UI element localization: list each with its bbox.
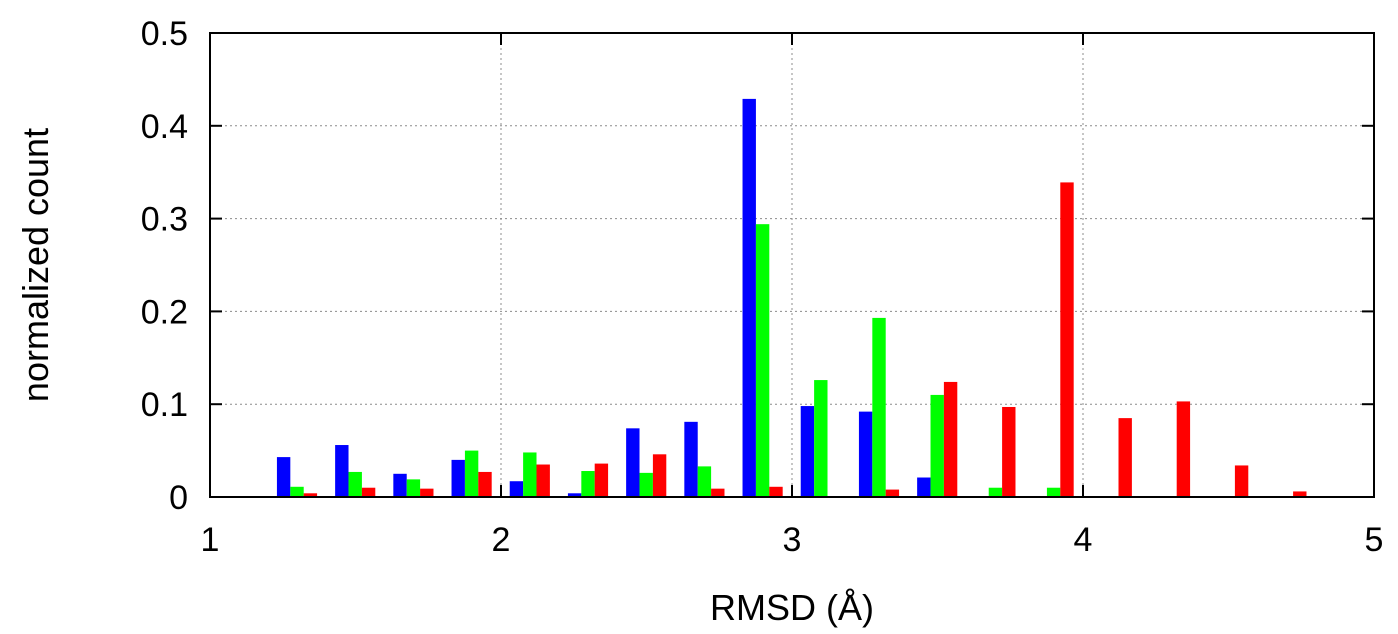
bar <box>930 394 944 497</box>
bar <box>335 445 349 497</box>
bar <box>626 428 640 497</box>
bar <box>594 463 609 497</box>
bar <box>684 421 698 497</box>
bar <box>581 471 595 497</box>
bar <box>1118 418 1132 497</box>
x-tick-label: 3 <box>783 521 802 559</box>
bar <box>711 488 725 497</box>
bar <box>420 488 434 497</box>
x-axis-label: RMSD (Å) <box>710 587 874 628</box>
bar <box>755 224 770 498</box>
bar <box>814 380 828 497</box>
bar <box>917 477 931 497</box>
x-tick-label: 5 <box>1365 521 1384 559</box>
bar <box>290 486 304 497</box>
bar <box>943 381 958 497</box>
bar <box>536 464 550 497</box>
y-axis-label: normalized count <box>15 128 56 402</box>
x-tick-label: 1 <box>201 521 220 559</box>
bar <box>303 493 318 497</box>
bar <box>1234 465 1249 497</box>
bar <box>988 487 1003 497</box>
bar <box>406 479 421 497</box>
y-tick-label: 0.5 <box>141 15 188 53</box>
bar <box>451 459 465 497</box>
bar <box>769 486 783 497</box>
bar <box>652 454 667 497</box>
bar <box>567 493 582 497</box>
x-tick-label: 4 <box>1074 521 1093 559</box>
bar <box>523 452 537 497</box>
bar <box>393 473 407 497</box>
bar <box>885 489 900 497</box>
y-tick-label: 0.4 <box>141 108 188 146</box>
bar <box>276 457 291 497</box>
bar <box>872 317 886 497</box>
bar <box>858 411 873 497</box>
bar <box>639 472 653 497</box>
bar <box>1176 401 1191 497</box>
x-tick-label: 2 <box>492 521 511 559</box>
bar <box>1002 406 1016 497</box>
bar <box>1060 182 1074 497</box>
tick-marks <box>209 32 1375 498</box>
y-tick-labels: 0 0.1 0.2 0.3 0.4 0.5 <box>141 15 188 517</box>
bar <box>1293 491 1307 497</box>
y-tick-label: 0.1 <box>141 386 188 424</box>
bar <box>1046 487 1061 497</box>
bar <box>464 450 479 497</box>
grid-lines <box>210 33 1374 497</box>
y-tick-label: 0 <box>169 479 188 517</box>
bar <box>509 481 524 497</box>
bar <box>478 471 492 497</box>
x-tick-labels: 1 2 3 4 5 <box>201 521 1384 559</box>
bar <box>361 487 376 497</box>
bar <box>348 471 362 497</box>
y-tick-label: 0.2 <box>141 293 188 331</box>
bar <box>742 98 756 497</box>
bar <box>800 406 815 497</box>
y-tick-label: 0.3 <box>141 201 188 239</box>
bars <box>232 98 1307 498</box>
bar <box>697 466 712 497</box>
